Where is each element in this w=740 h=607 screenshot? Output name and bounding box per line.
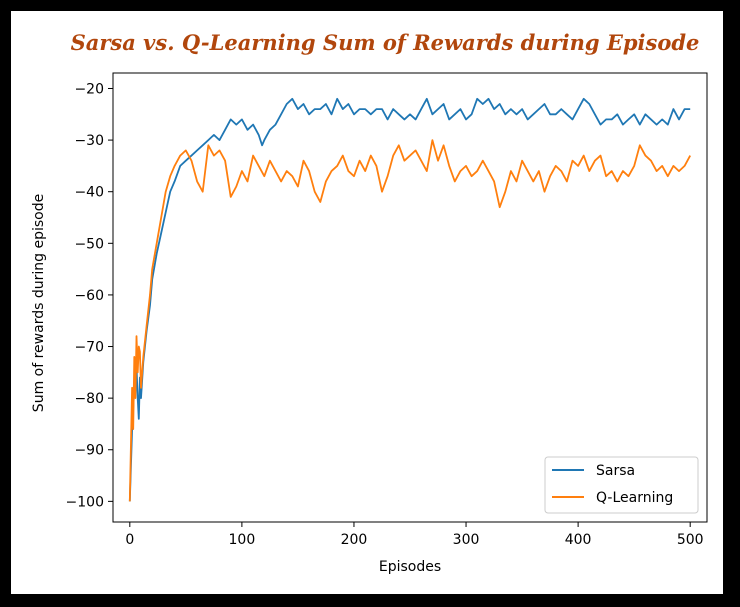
x-axis-label: Episodes [379, 559, 441, 575]
y-tick-label: −80 [74, 391, 104, 407]
plot-area [112, 72, 708, 523]
y-tick-label: −60 [74, 288, 104, 304]
legend: Sarsa Q-Learning [544, 456, 699, 514]
x-axis: 0 100 200 300 400 500 [125, 522, 704, 548]
series-lines [128, 97, 691, 502]
y-tick-label: −50 [74, 236, 104, 252]
y-axis-label: Sum of rewards during episode [31, 194, 47, 412]
chart-title: Sarsa vs. Q-Learning Sum of Rewards duri… [70, 30, 700, 55]
x-tick-label: 100 [229, 532, 256, 548]
x-tick-label: 500 [677, 532, 704, 548]
series-line-q-learning [128, 139, 691, 502]
y-tick-label: −100 [66, 494, 104, 510]
y-tick-label: −30 [74, 133, 104, 149]
y-axis: −100 −90 −80 −70 −60 −50 −40 −30 −20 [66, 81, 113, 510]
y-tick-label: −70 [74, 340, 104, 356]
series-line-sarsa [128, 97, 691, 502]
x-tick-label: 300 [453, 532, 480, 548]
y-tick-label: −40 [74, 185, 104, 201]
x-tick-label: 400 [565, 532, 592, 548]
legend-label-sarsa: Sarsa [596, 463, 635, 479]
y-tick-label: −90 [74, 443, 104, 459]
x-tick-label: 200 [341, 532, 368, 548]
x-tick-label: 0 [125, 532, 134, 548]
legend-label-q-learning: Q-Learning [596, 490, 673, 506]
y-tick-label: −20 [74, 81, 104, 97]
